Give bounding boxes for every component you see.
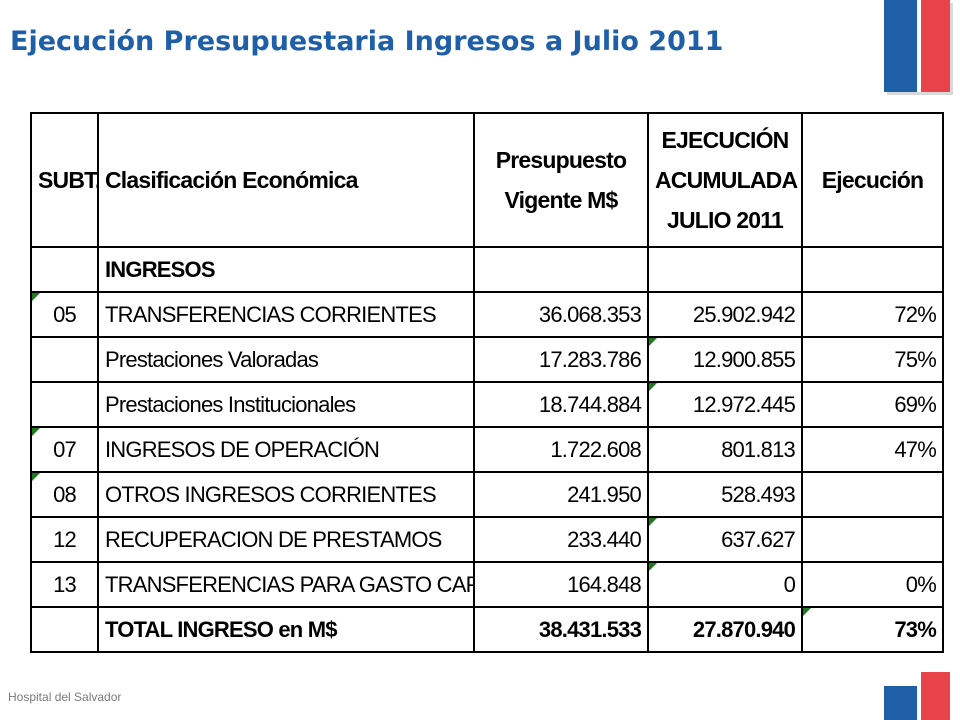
cell-presupuesto: 241.950 <box>473 471 649 518</box>
table-row: 08 OTROS INGRESOS CORRIENTES 241.950 528.49… <box>30 471 944 518</box>
comment-marker-icon <box>650 519 657 526</box>
cell-clasificacion: Prestaciones Institucionales <box>97 381 475 428</box>
cell-subt <box>30 606 99 653</box>
footer-text: Hospital del Salvador <box>8 690 122 704</box>
cell-ejecucion-pct <box>801 246 944 293</box>
cell-subt <box>30 336 99 383</box>
table-row: 12 RECUPERACION DE PRESTAMOS 233.440 637.62… <box>30 516 944 563</box>
cell-subt <box>30 246 99 293</box>
cell-subt: 05 <box>30 291 99 338</box>
cell-ejecucion-pct: 75% <box>801 336 944 383</box>
cell-presupuesto: 233.440 <box>473 516 649 563</box>
cell-ejecucion-acumulada: 25.902.942 <box>647 291 803 338</box>
cell-ejecucion-acumulada: 528.493 <box>647 471 803 518</box>
cell-presupuesto <box>473 246 649 293</box>
cell-clasificacion: TRANSFERENCIAS CORRIENTES <box>97 291 475 338</box>
cell-ejecucion-pct: 0% <box>801 561 944 608</box>
flag-logo-bottom <box>884 672 950 720</box>
cell-ejecucion-acumulada: 12.900.855 <box>647 336 803 383</box>
cell-ejecucion-acumulada: 0 <box>647 561 803 608</box>
comment-marker-icon <box>804 609 811 616</box>
page-title: Ejecución Presupuestaria Ingresos a Juli… <box>10 26 724 57</box>
comment-marker-icon <box>33 294 40 301</box>
cell-ejecucion-acumulada <box>647 246 803 293</box>
cell-presupuesto: 164.848 <box>473 561 649 608</box>
cell-ejecucion-pct: 73% <box>801 606 944 653</box>
header-presupuesto: Presupuesto Vigente M$ <box>473 112 649 248</box>
table-row: INGRESOS <box>30 246 944 293</box>
cell-subt: 12 <box>30 516 99 563</box>
cell-subt <box>30 381 99 428</box>
cell-clasificacion: Prestaciones Valoradas <box>97 336 475 383</box>
header-subt: SUBT. <box>30 112 99 248</box>
cell-clasificacion: OTROS INGRESOS CORRIENTES <box>97 471 475 518</box>
table-row: 07 INGRESOS DE OPERACIÓN 1.722.608 801.813 4… <box>30 426 944 473</box>
comment-marker-icon <box>650 384 657 391</box>
table-row: TOTAL INGRESO en M$ 38.431.533 27.870.940 7… <box>30 606 944 653</box>
cell-presupuesto: 38.431.533 <box>473 606 649 653</box>
cell-clasificacion: RECUPERACION DE PRESTAMOS <box>97 516 475 563</box>
cell-ejecucion-pct <box>801 471 944 518</box>
cell-subt: 13 <box>30 561 99 608</box>
cell-ejecucion-pct <box>801 516 944 563</box>
cell-presupuesto: 1.722.608 <box>473 426 649 473</box>
cell-ejecucion-acumulada: 12.972.445 <box>647 381 803 428</box>
cell-ejecucion-pct: 72% <box>801 291 944 338</box>
header-ejecucion: Ejecución <box>801 112 944 248</box>
cell-presupuesto: 18.744.884 <box>473 381 649 428</box>
comment-marker-icon <box>33 429 40 436</box>
table-header-row: SUBT. Clasificación Económica Presupuest… <box>30 112 944 248</box>
cell-clasificacion: INGRESOS <box>97 246 475 293</box>
cell-subt: 08 <box>30 471 99 518</box>
cell-presupuesto: 36.068.353 <box>473 291 649 338</box>
cell-clasificacion: TOTAL INGRESO en M$ <box>97 606 475 653</box>
header-ejecucion-acumulada: EJECUCIÓN ACUMULADA a JULIO 2011 <box>647 112 803 248</box>
header-clasificacion: Clasificación Económica <box>97 112 475 248</box>
comment-marker-icon <box>650 339 657 346</box>
cell-clasificacion: TRANSFERENCIAS PARA GASTO CAPITAL <box>97 561 475 608</box>
table-row: Prestaciones Valoradas 17.283.786 12.900.8… <box>30 336 944 383</box>
budget-table: SUBT. Clasificación Económica Presupuest… <box>30 112 944 653</box>
cell-ejecucion-acumulada: 27.870.940 <box>647 606 803 653</box>
cell-subt: 07 <box>30 426 99 473</box>
cell-ejecucion-acumulada: 801.813 <box>647 426 803 473</box>
cell-presupuesto: 17.283.786 <box>473 336 649 383</box>
cell-clasificacion: INGRESOS DE OPERACIÓN <box>97 426 475 473</box>
comment-marker-icon <box>33 474 40 481</box>
cell-ejecucion-pct: 69% <box>801 381 944 428</box>
flag-logo-top <box>884 0 953 95</box>
cell-ejecucion-pct: 47% <box>801 426 944 473</box>
cell-ejecucion-acumulada: 637.627 <box>647 516 803 563</box>
table-row: 05 TRANSFERENCIAS CORRIENTES 36.068.353 25.… <box>30 291 944 338</box>
comment-marker-icon <box>650 564 657 571</box>
table-row: Prestaciones Institucionales 18.744.884 12… <box>30 381 944 428</box>
